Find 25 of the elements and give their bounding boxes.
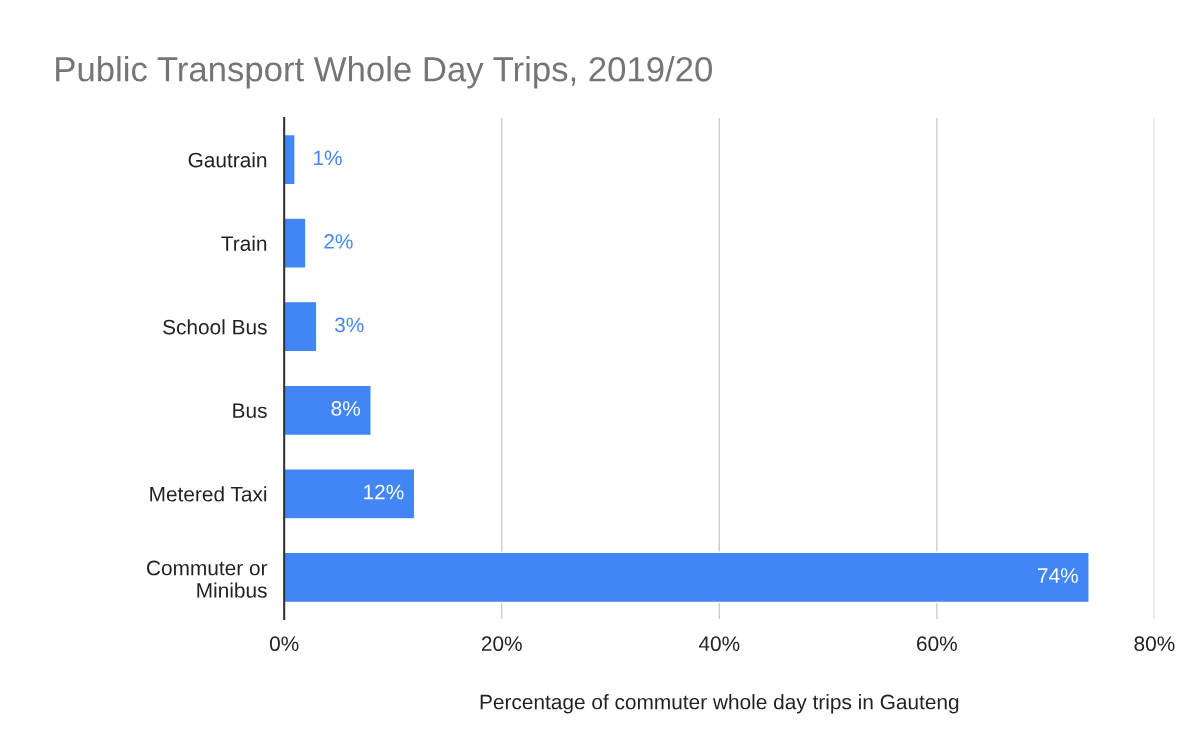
- y-tick-label: Bus: [233, 403, 267, 419]
- x-axis-title: Percentage of commuter whole day trips in Gauteng: [480, 694, 959, 714]
- y-tick-label: Metered Taxi: [150, 486, 267, 502]
- bar: [284, 133, 296, 186]
- bar: [284, 217, 307, 269]
- data-label: 3%: [334, 317, 364, 333]
- bar: [284, 468, 416, 520]
- x-tick-label: 40%: [698, 636, 740, 652]
- data-label: 2%: [324, 234, 353, 249]
- data-label: 12%: [364, 484, 404, 500]
- x-tick-label: 20%: [481, 636, 522, 652]
- y-tick-label: Gautrain: [188, 152, 267, 168]
- data-label: 74%: [1038, 568, 1078, 583]
- bar: [284, 384, 372, 437]
- data-label: 1%: [314, 150, 342, 166]
- x-tick-label: 0%: [269, 636, 299, 652]
- y-tick-label: Commuter or Minibus: [147, 560, 268, 598]
- bar: [284, 300, 318, 353]
- y-tick-label: Train: [221, 235, 267, 251]
- bar: [284, 551, 1090, 604]
- y-tick-label: School Bus: [163, 319, 267, 335]
- data-label: 8%: [331, 401, 360, 416]
- chart-title: Public Transport Whole Day Trips, 2019/20: [56, 56, 712, 89]
- x-tick-label: 60%: [917, 636, 957, 652]
- x-tick-label: 80%: [1134, 636, 1175, 652]
